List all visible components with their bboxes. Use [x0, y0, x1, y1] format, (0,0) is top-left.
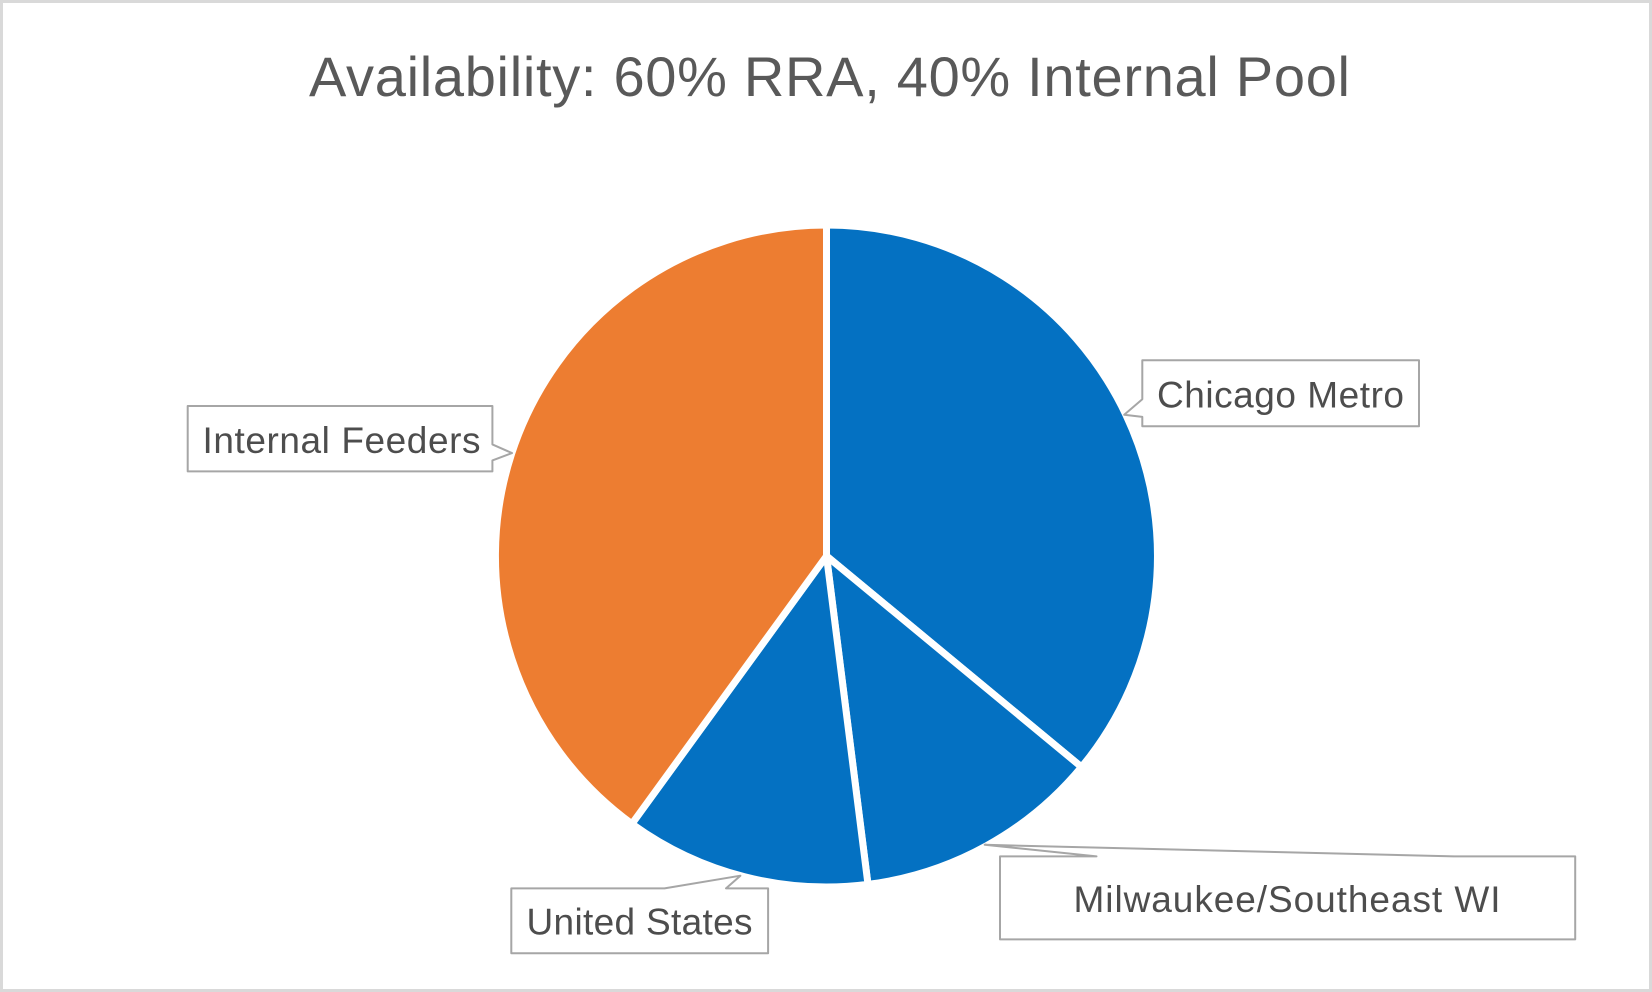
- svg-text:United States: United States: [527, 901, 753, 942]
- svg-text:Availability: 60% RRA, 40% Int: Availability: 60% RRA, 40% Internal Pool: [309, 45, 1350, 108]
- svg-text:Internal Feeders: Internal Feeders: [203, 420, 481, 461]
- svg-text:Chicago Metro: Chicago Metro: [1157, 374, 1404, 415]
- svg-text:Milwaukee/Southeast WI: Milwaukee/Southeast WI: [1074, 879, 1501, 920]
